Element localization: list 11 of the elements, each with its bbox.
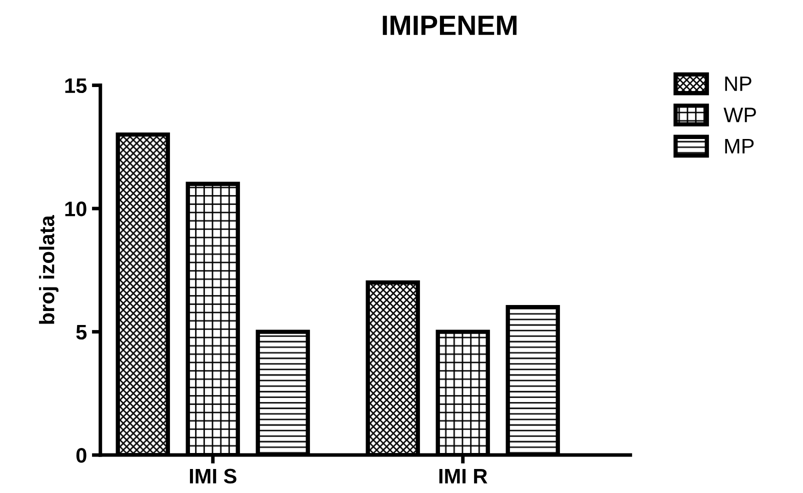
y-tick-label: 0 (76, 448, 86, 463)
chart-title: IMIPENEM (382, 16, 516, 35)
x-tick-label: IMI R (439, 469, 488, 484)
y-axis-title: broj izolata (39, 215, 58, 324)
y-tick-label: 10 (65, 202, 86, 216)
legend-label: WP (724, 108, 756, 122)
y-tick-label: 5 (76, 325, 87, 340)
legend-label: NP (725, 76, 752, 91)
y-tick-label: 15 (65, 78, 87, 94)
legend-label: MP (725, 138, 754, 154)
x-tick-label: IMI S (190, 468, 236, 484)
